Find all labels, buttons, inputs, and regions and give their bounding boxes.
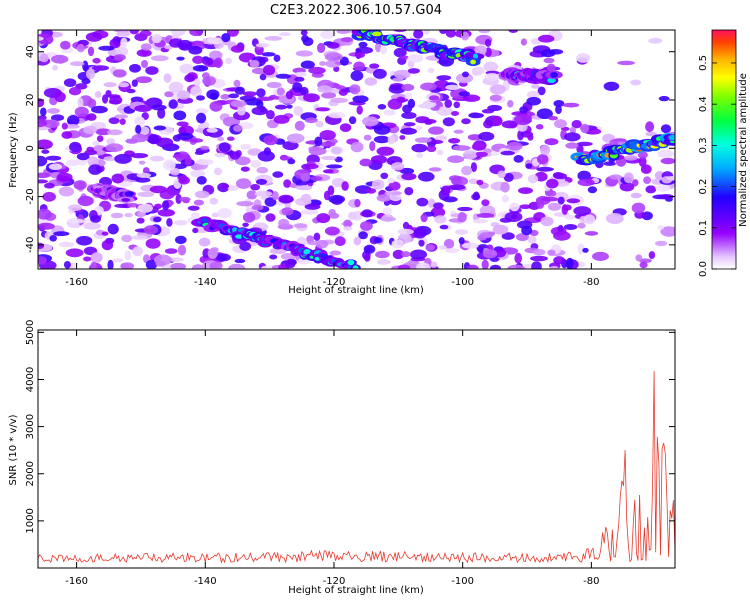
spectrogram-y-tick-label: 20 xyxy=(25,94,36,107)
spectrogram-y-tick-label: -40 xyxy=(25,237,36,253)
snr-y-axis-label: SNR (10 * v/v) xyxy=(8,414,19,485)
snr-x-tick-label: -160 xyxy=(65,576,88,587)
snr-frame xyxy=(37,329,676,569)
spectrogram-panel: -160 -140 -120 -100 -80 -40 -20 0 20 40 Height of… xyxy=(8,29,676,296)
spectrogram-x-tick-label: -140 xyxy=(194,277,217,288)
snr-ticks: -160 -140 -120 -100 -80 1000 2000 3000 4000 5000 xyxy=(25,320,675,587)
spectrogram-y-tick-label: -20 xyxy=(25,188,36,204)
colorbar-label: Normalized spectral amplitude xyxy=(738,73,749,227)
spectrogram-frame xyxy=(37,29,676,270)
snr-x-tick-label: -120 xyxy=(323,576,346,587)
spectrogram-x-tick-label: -80 xyxy=(583,277,599,288)
spectrogram-x-tick-label: -160 xyxy=(65,277,88,288)
spectrogram-image xyxy=(38,30,675,269)
colorbar-ticks: 0.0 0.1 0.2 0.3 0.4 0.5 xyxy=(698,55,736,277)
spectrogram-x-axis-label: Height of straight line (km) xyxy=(288,285,424,296)
colorbar-gradient xyxy=(711,29,737,270)
figure-title: C2E3.2022.306.10.57.G04 xyxy=(270,3,442,18)
spectrogram-y-tick-label: 40 xyxy=(25,45,36,58)
colorbar-tick-label: 0.3 xyxy=(698,137,709,153)
spectrogram-y-axis-label: Frequency (Hz) xyxy=(8,112,19,188)
snr-panel: -160 -140 -120 -100 -8010002000300040005000 … xyxy=(8,320,676,596)
snr-y-tick-label: 3000 xyxy=(25,414,36,439)
colorbar-tick-label: 0.5 xyxy=(698,55,709,71)
spectrogram-ticks: -160 -140 -120 -100 -80 -40 -20 0 20 40 xyxy=(25,30,675,288)
snr-x-axis-label: Height of straight line (km) xyxy=(288,585,424,596)
colorbar-tick-label: 0.2 xyxy=(698,179,709,195)
snr-y-tick-label: 1000 xyxy=(25,508,36,533)
snr-y-tick-label: 4000 xyxy=(25,367,36,392)
colorbar-tick-label: 0.0 xyxy=(698,261,709,277)
colorbar-tick-label: 0.1 xyxy=(698,220,709,236)
spectrogram-x-tick-label: -120 xyxy=(323,277,346,288)
colorbar: 0.0 0.1 0.2 0.3 0.4 0.5 Normalized spectral a… xyxy=(698,29,749,277)
snr-x-tick-label: -100 xyxy=(451,576,474,587)
colorbar-tick-label: 0.4 xyxy=(698,96,709,112)
snr-y-tick-label: 5000 xyxy=(25,320,36,345)
snr-x-tick-label: -80 xyxy=(583,576,599,587)
spectrogram-x-tick-label: -100 xyxy=(451,277,474,288)
snr-series-line xyxy=(38,371,675,564)
snr-y-tick-label: 2000 xyxy=(25,461,36,486)
snr-x-tick-label: -140 xyxy=(194,576,217,587)
spectrogram-y-tick-label: 0 xyxy=(25,145,36,151)
